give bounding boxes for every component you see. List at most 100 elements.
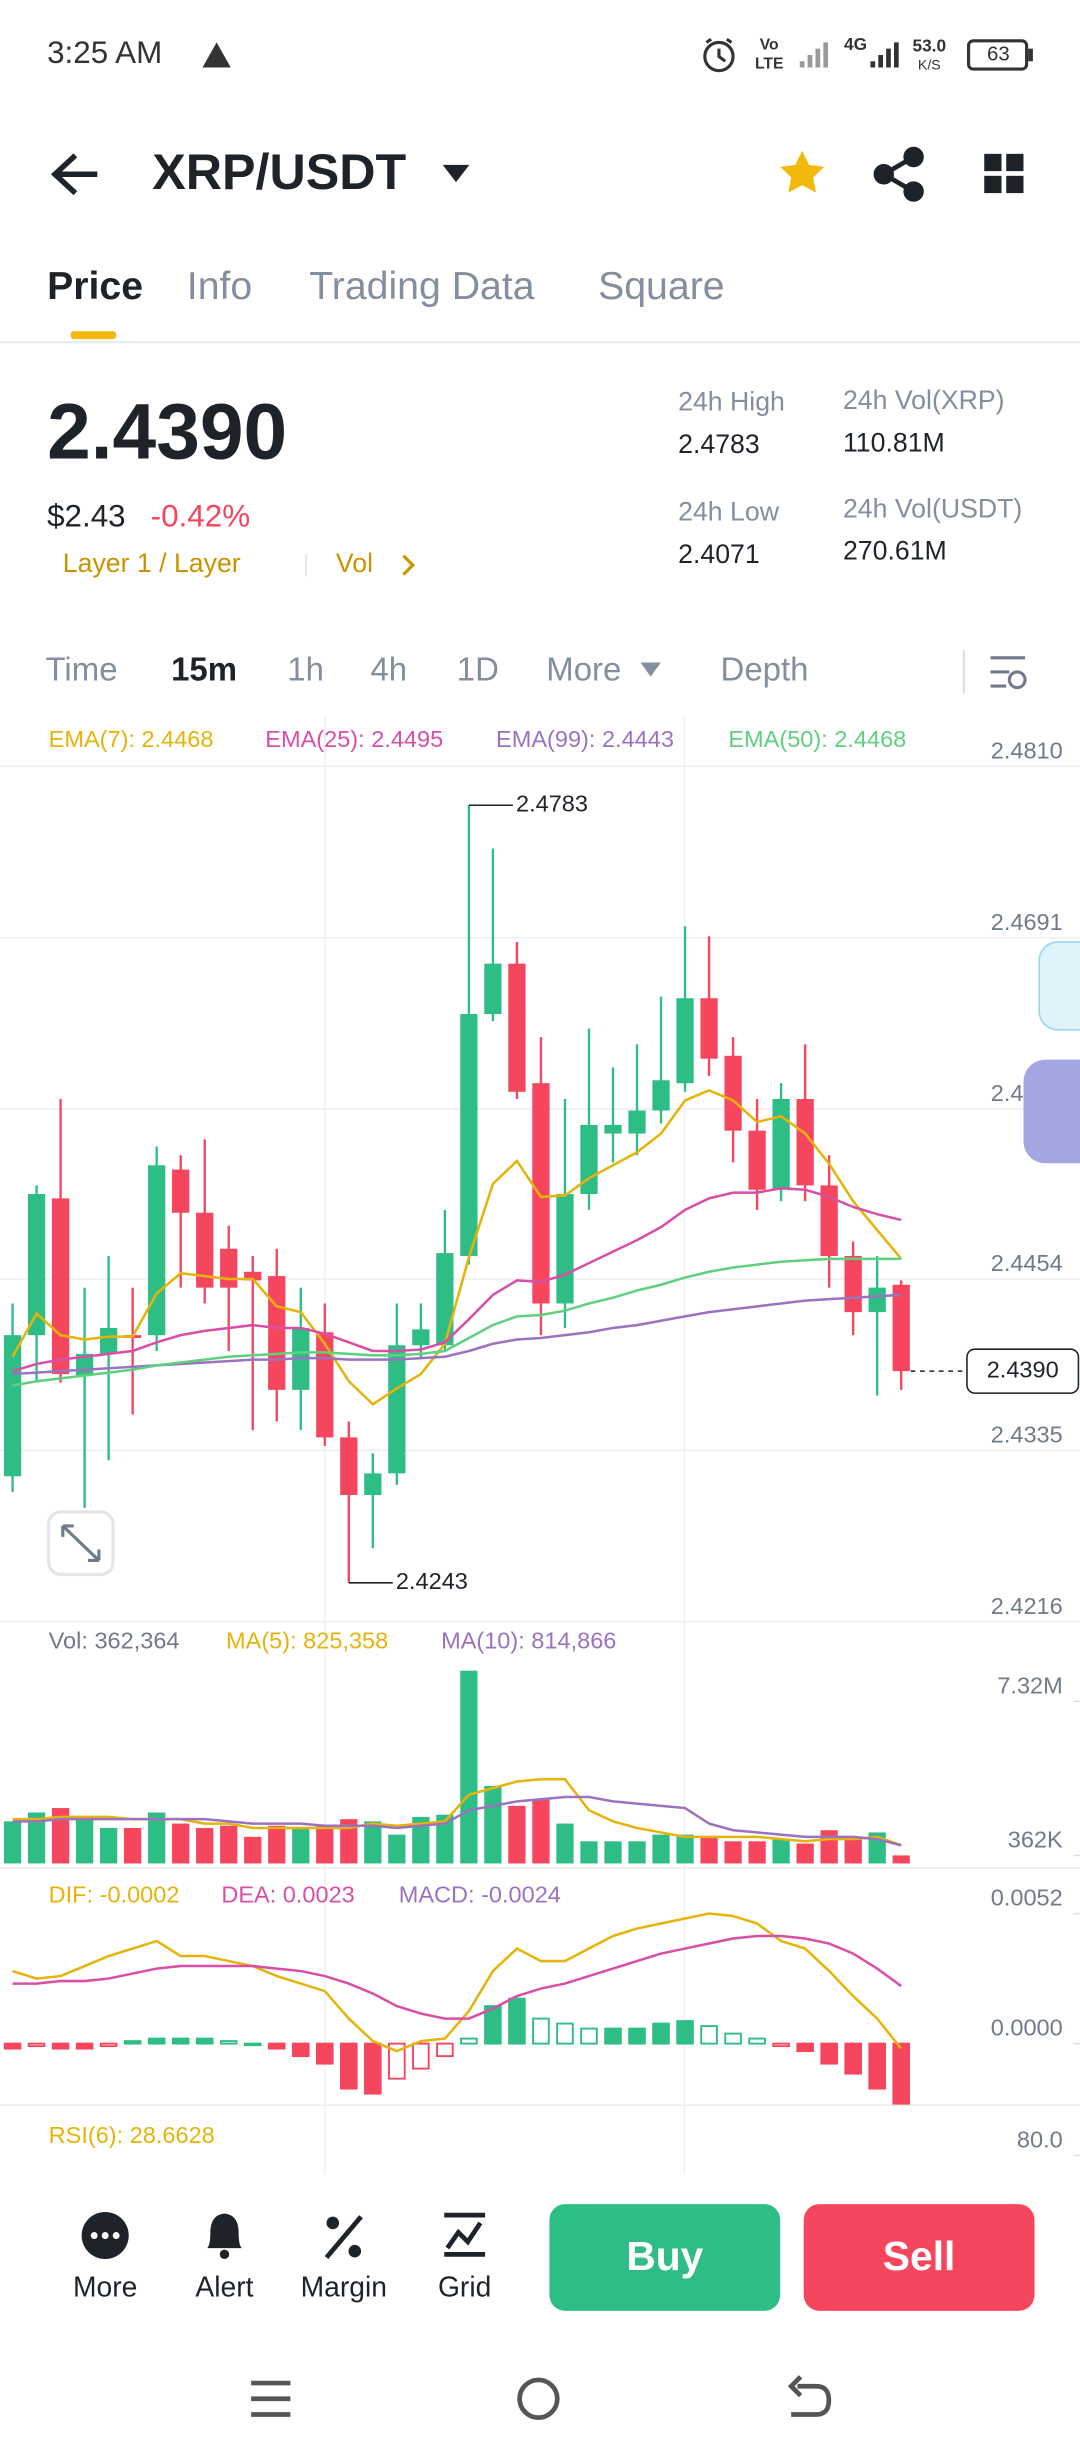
tag[interactable]: Vol [336, 548, 373, 578]
macd-bar [796, 2042, 814, 2053]
toolbar-label[interactable]: Margin [301, 2270, 387, 2302]
pair-title[interactable]: XRP/USDT [152, 144, 406, 200]
candle-body [51, 1198, 70, 1375]
system-nav[interactable] [251, 2375, 832, 2420]
tab[interactable]: Trading Data [309, 264, 535, 308]
macd-bar [556, 2022, 574, 2045]
macd-bar [892, 2042, 910, 2105]
candle-body [340, 1437, 358, 1495]
stat-label: 24h Vol(XRP) [843, 385, 1005, 415]
volume-bar [652, 1834, 670, 1864]
grid-menu-icon[interactable] [984, 153, 1024, 194]
macd-bar [844, 2042, 862, 2075]
volume-bar [172, 1823, 190, 1864]
candle-body [772, 1099, 790, 1190]
volume-bar [604, 1841, 622, 1864]
candle-body [796, 1099, 814, 1186]
volume-bar [124, 1828, 142, 1864]
tab[interactable]: Price [47, 264, 143, 308]
candle-body [484, 963, 502, 1015]
volume-bar [676, 1834, 694, 1864]
macd-bar [460, 2037, 478, 2045]
interval[interactable]: More [546, 651, 621, 688]
volume-bar [580, 1841, 598, 1864]
volume-bar [724, 1841, 742, 1864]
chart-settings-icon[interactable] [990, 656, 1027, 690]
candle-body [148, 1165, 166, 1336]
tab[interactable]: Square [598, 264, 725, 308]
stat-label: 24h Low [678, 496, 780, 526]
interval[interactable]: 1D [457, 651, 499, 688]
expand-icon[interactable] [47, 1510, 115, 1577]
toolbar-icons [81, 2211, 486, 2260]
legend-entry: MACD: -0.0024 [399, 1882, 561, 1908]
ema-line [11, 1088, 903, 1406]
floating-widget[interactable] [1023, 1059, 1080, 1164]
pair-dropdown[interactable] [442, 164, 470, 183]
volume-bar [772, 1839, 790, 1864]
candle-body [436, 1253, 454, 1346]
more-dropdown[interactable] [640, 662, 661, 677]
y-tick-label: 2.4454 [991, 1250, 1063, 1276]
buy-button[interactable] [549, 2204, 781, 2311]
volume-legend: Vol: 362,364 [49, 1627, 180, 1653]
candle-body [172, 1169, 190, 1213]
volume-bar [460, 1670, 478, 1864]
y-tick-label: 2.4216 [991, 1593, 1063, 1619]
candle-body [508, 963, 526, 1092]
status-time: 3:25 AM [47, 35, 162, 70]
favorite-star[interactable] [780, 150, 825, 193]
candle-body [724, 1055, 742, 1131]
stat-value: 2.4071 [678, 539, 760, 569]
toolbar-label[interactable]: More [73, 2270, 137, 2302]
volume-bar [244, 1836, 262, 1864]
candle-body [412, 1329, 430, 1346]
toolbar-label[interactable]: Grid [438, 2270, 491, 2302]
macd-bar [724, 2032, 742, 2045]
interval[interactable]: 15m [171, 651, 237, 688]
volume-bar [292, 1828, 310, 1864]
sell-button[interactable] [803, 2204, 1035, 2311]
last-price-label: 2.4390 [987, 1356, 1059, 1382]
macd-bar [364, 2042, 382, 2095]
candle-body [556, 1194, 574, 1304]
sell-label[interactable]: Sell [883, 2233, 956, 2279]
volte: LTE [755, 56, 783, 73]
volume-bar [508, 1805, 526, 1864]
share-icon[interactable] [873, 146, 924, 202]
battery-level: 63 [987, 43, 1010, 65]
volume-bar [268, 1825, 286, 1864]
macd-bar [772, 2042, 790, 2048]
macd-bar [604, 2027, 622, 2045]
volume-bar [844, 1836, 862, 1864]
floating-widget[interactable] [1038, 941, 1080, 1031]
macd-bar [147, 2037, 166, 2045]
candle-body [99, 1327, 118, 1354]
interval[interactable]: Depth [721, 651, 809, 688]
macd-bar [484, 2005, 502, 2045]
volume-bar [436, 1814, 454, 1864]
status-icons [202, 37, 1033, 73]
interval[interactable]: 4h [370, 651, 407, 688]
tab-underline [70, 331, 117, 340]
macd-bar [123, 2040, 142, 2045]
candle-body [196, 1212, 214, 1288]
back-arrow[interactable] [50, 153, 98, 196]
legend-entry: EMA(99): 2.4443 [496, 726, 674, 752]
macd-bar [99, 2042, 118, 2048]
interval[interactable]: 1h [287, 651, 324, 688]
toolbar-label[interactable]: Alert [195, 2270, 253, 2302]
macd-bar [436, 2042, 454, 2058]
interval[interactable]: Time [46, 651, 118, 688]
y-tick-label: 80.0 [1017, 2127, 1063, 2153]
volume-bar [628, 1841, 646, 1864]
buy-label[interactable]: Buy [626, 2233, 703, 2279]
candle-body [892, 1284, 910, 1372]
macd-bar [195, 2037, 214, 2045]
speed-unit: K/S [918, 57, 941, 73]
tab[interactable]: Info [187, 264, 252, 308]
tag[interactable]: Layer 1 / Layer [63, 548, 241, 578]
volume-bar [796, 1843, 814, 1864]
candle-body [388, 1345, 406, 1474]
last-price-box [966, 1348, 1080, 1394]
